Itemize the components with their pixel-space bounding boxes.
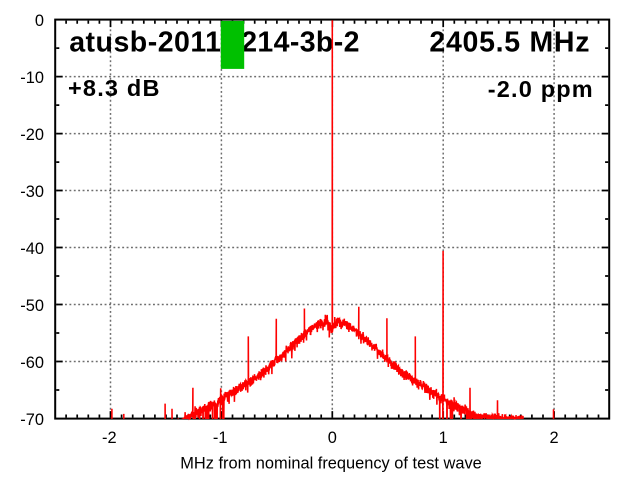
svg-text:-70: -70 xyxy=(20,411,44,429)
svg-text:2405.5 MHz: 2405.5 MHz xyxy=(429,27,590,59)
svg-text:2: 2 xyxy=(550,429,559,447)
svg-text:214-3b-2: 214-3b-2 xyxy=(241,27,360,59)
svg-text:0: 0 xyxy=(328,429,337,447)
svg-text:atusb-2011: atusb-2011 xyxy=(69,27,221,59)
svg-text:-2.0 ppm: -2.0 ppm xyxy=(488,76,594,102)
svg-text:-2: -2 xyxy=(102,429,117,447)
svg-text:0: 0 xyxy=(35,12,44,30)
svg-text:1: 1 xyxy=(439,429,448,447)
svg-text:-1: -1 xyxy=(213,429,228,447)
svg-text:+8.3 dB: +8.3 dB xyxy=(68,75,161,101)
svg-text:-20: -20 xyxy=(20,126,44,144)
svg-text:MHz from nominal frequency of: MHz from nominal frequency of test wave xyxy=(180,455,482,473)
svg-text:-10: -10 xyxy=(20,69,44,87)
svg-text:-30: -30 xyxy=(20,183,44,201)
svg-text:-40: -40 xyxy=(20,240,44,258)
svg-text:-50: -50 xyxy=(20,297,44,315)
svg-text:-60: -60 xyxy=(20,354,44,372)
